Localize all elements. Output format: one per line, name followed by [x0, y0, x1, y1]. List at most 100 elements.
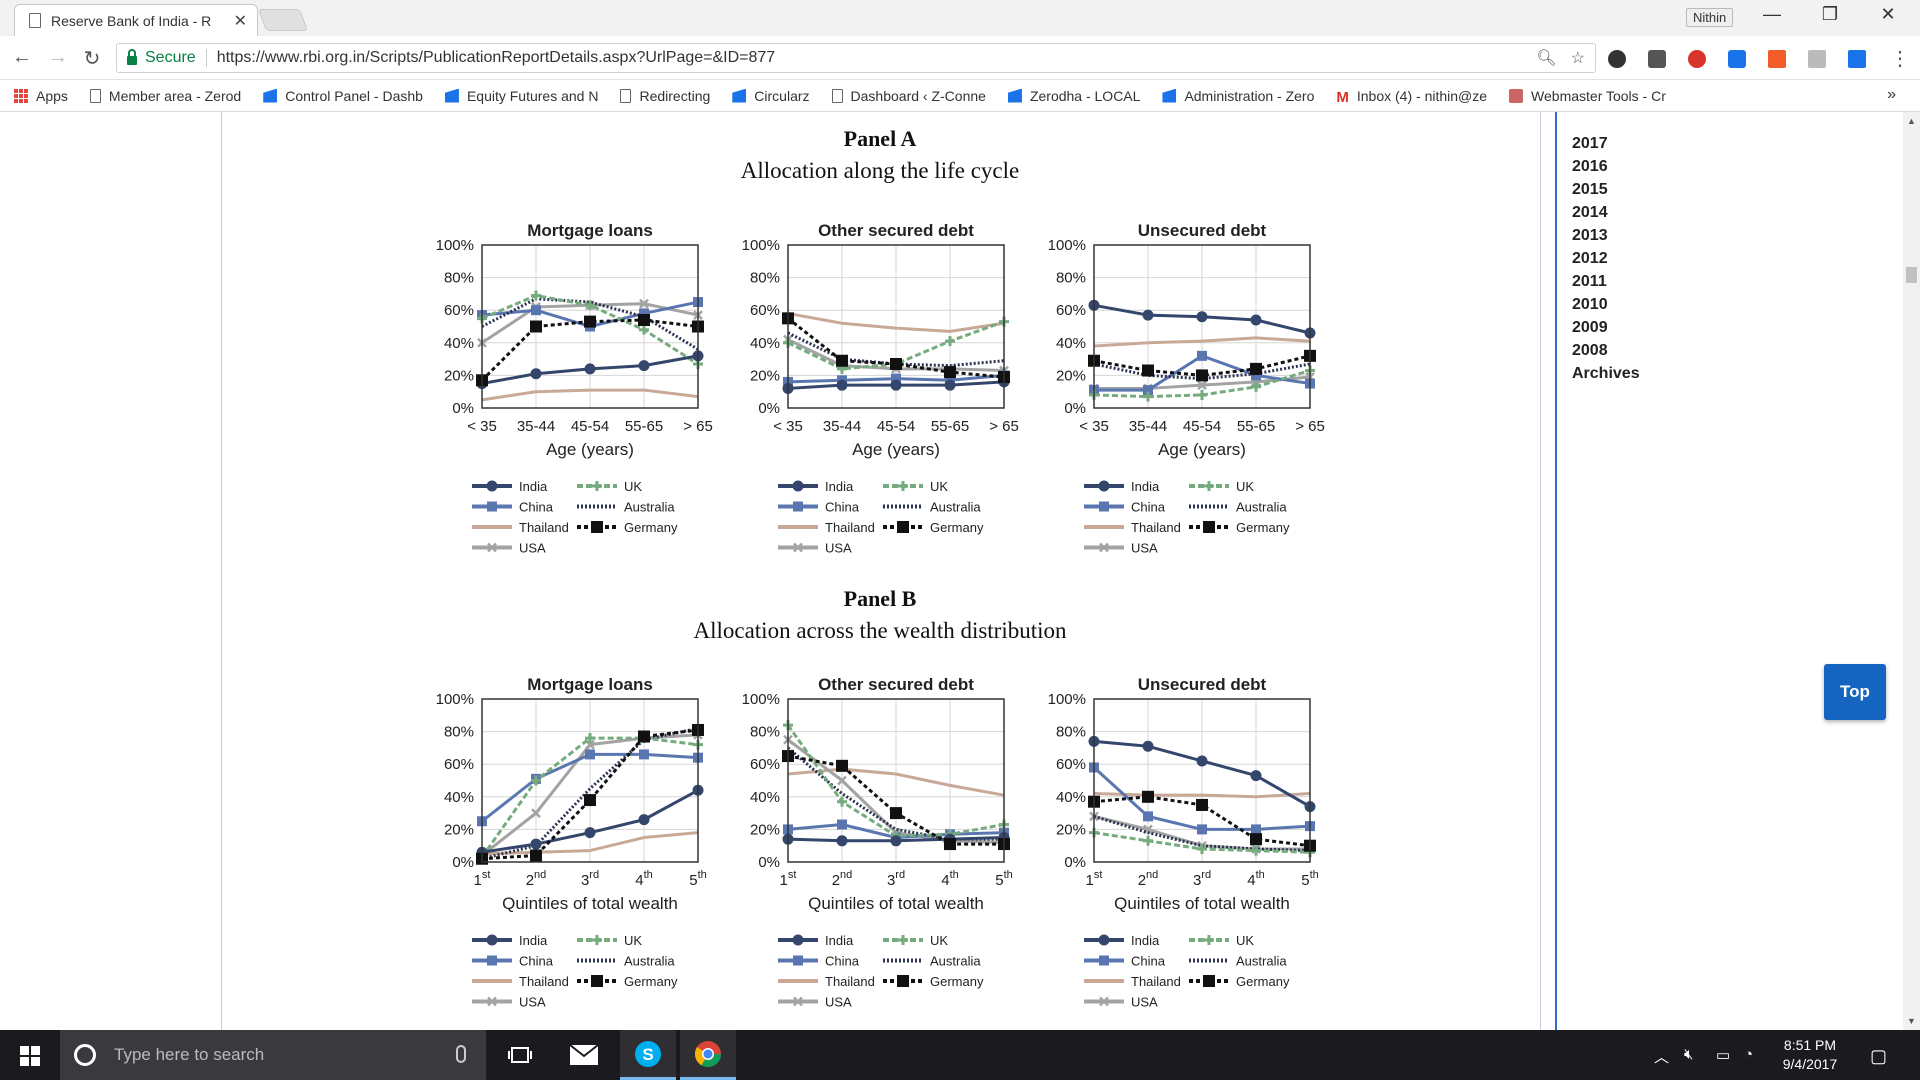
legend-usa-label: USA	[1131, 541, 1158, 556]
chart-title: Other secured debt	[818, 221, 974, 240]
bookmark-label: Redirecting	[639, 87, 711, 104]
legend-thailand-label: Thailand	[825, 520, 875, 535]
bookmark-star-icon[interactable]: ☆	[1570, 50, 1585, 67]
extension-p-icon[interactable]	[1728, 50, 1746, 68]
volume-muted-icon[interactable]: 🔇︎	[1684, 1046, 1694, 1063]
extension-shield-icon[interactable]	[1648, 50, 1666, 68]
taskbar-search[interactable]: Type here to search	[60, 1030, 486, 1080]
mail-icon[interactable]	[556, 1030, 612, 1080]
year-link[interactable]: 2014	[1572, 204, 1608, 221]
year-link[interactable]: 2011	[1572, 273, 1607, 290]
browser-tab-active[interactable]: Reserve Bank of India - R ✕	[14, 4, 258, 36]
forward-arrow-icon[interactable]: →	[48, 46, 68, 68]
legend-india-label: India	[519, 479, 548, 494]
plot-frame	[787, 244, 1005, 409]
series-germany-marker	[944, 366, 956, 379]
year-link[interactable]: 2012	[1572, 250, 1608, 267]
legend-india-marker	[792, 934, 804, 946]
x-axis-label: Age (years)	[852, 440, 940, 459]
bookmark-item[interactable]: Webmaster Tools - Cr	[1509, 88, 1666, 104]
series-china-marker	[585, 749, 595, 760]
reload-icon[interactable]: ↻	[83, 48, 101, 70]
adblock-icon[interactable]	[1688, 50, 1706, 68]
legend-australia-label: Australia	[624, 954, 675, 969]
extension-blue-icon[interactable]	[1848, 50, 1866, 68]
chrome-icon[interactable]	[680, 1030, 736, 1080]
bookmark-item[interactable]: Administration - Zero	[1162, 88, 1314, 104]
year-link[interactable]: 2008	[1572, 342, 1608, 359]
scrollbar-thumb[interactable]	[1906, 267, 1917, 283]
back-arrow-icon[interactable]: ←	[12, 46, 32, 68]
plot-frame	[1093, 698, 1311, 863]
bookmark-item[interactable]: Zerodha - LOCAL	[1007, 88, 1140, 104]
bookmark-item[interactable]: Circularz	[732, 88, 810, 104]
series-germany-marker	[638, 313, 650, 326]
year-link[interactable]: 2017	[1572, 135, 1608, 152]
legend-china-marker	[487, 501, 497, 512]
extension-grid-icon[interactable]	[1808, 50, 1826, 68]
panel-a-subtitle: Allocation along the life cycle	[740, 158, 1020, 183]
series-germany-marker	[836, 354, 848, 367]
bookmark-item[interactable]: M Inbox (4) - nithin@ze	[1336, 88, 1487, 106]
microphone-icon[interactable]	[456, 1045, 466, 1063]
windows-start-icon[interactable]	[20, 1046, 40, 1066]
battery-icon[interactable]: ▭	[1716, 1047, 1731, 1064]
legend-usa-marker	[487, 542, 497, 553]
task-view-icon[interactable]	[492, 1030, 548, 1080]
series-uk-marker	[1197, 843, 1207, 854]
scroll-down-icon[interactable]: ▼	[1907, 1016, 1916, 1026]
close-window-icon[interactable]: ✕	[1880, 4, 1896, 24]
profile-button[interactable]: Nithin	[1686, 8, 1734, 27]
year-link[interactable]: 2015	[1572, 181, 1608, 198]
bookmark-item[interactable]: Member area - Zerod	[89, 88, 241, 104]
year-link[interactable]: 2016	[1572, 158, 1608, 175]
legend-australia-label: Australia	[930, 954, 981, 969]
sidebar-divider	[1555, 112, 1557, 1030]
extension-dark-icon[interactable]	[1608, 50, 1626, 68]
series-uk-marker	[945, 336, 955, 347]
x-tick-label: 4th	[941, 869, 959, 889]
minimize-icon[interactable]: —	[1763, 4, 1781, 24]
series-germany-marker	[1250, 362, 1262, 375]
zoom-icon[interactable]: 🔍︎	[1536, 50, 1557, 67]
chart-title: Unsecured debt	[1138, 675, 1267, 694]
x-tick-label: 5th	[1301, 869, 1319, 889]
scroll-up-icon[interactable]: ▲	[1907, 116, 1916, 126]
series-germany-marker	[1196, 798, 1208, 811]
bookmark-item[interactable]: Apps	[14, 88, 68, 104]
extension-orange-icon[interactable]	[1768, 50, 1786, 68]
close-tab-icon[interactable]: ✕	[233, 12, 247, 30]
series-india-marker	[1250, 314, 1262, 326]
skype-icon[interactable]: S	[620, 1030, 676, 1080]
menu-dots-icon[interactable]: ⋮	[1890, 48, 1910, 70]
new-tab-button[interactable]	[257, 9, 309, 31]
wifi-icon[interactable]: ◔	[1744, 1046, 1754, 1063]
taskbar-clock[interactable]: 8:51 PM 9/4/2017	[1770, 1036, 1850, 1074]
chart-3: Unsecured debt 0% 20% 40% 60% 80% 100% < 35 35-4…	[1048, 221, 1325, 556]
tray-chevron-icon[interactable]: ︿	[1654, 1049, 1670, 1066]
x-tick-label: 4th	[1247, 869, 1265, 889]
bookmark-item[interactable]: Control Panel - Dashb	[263, 88, 423, 104]
x-tick-label: 55-65	[931, 418, 969, 435]
restore-icon[interactable]: ❐	[1821, 4, 1839, 24]
page-scrollbar[interactable]: ▲ ▼	[1903, 112, 1920, 1030]
bookmark-item[interactable]: Dashboard ‹ Z-Conne	[831, 88, 986, 104]
plot-frame	[1093, 244, 1311, 409]
year-link[interactable]: Archives	[1572, 365, 1640, 382]
address-bar[interactable]: Secure https://www.rbi.org.in/Scripts/Pu…	[116, 43, 1596, 73]
legend-australia-label: Australia	[1236, 500, 1287, 515]
bookmark-item[interactable]: Equity Futures and N	[444, 88, 598, 104]
series-india-marker	[1196, 311, 1208, 323]
clock-time: 8:51 PM	[1783, 1037, 1837, 1053]
series-uk-marker	[837, 796, 847, 807]
legend-usa-label: USA	[825, 995, 852, 1010]
year-link[interactable]: 2009	[1572, 319, 1608, 336]
year-link[interactable]: 2010	[1572, 296, 1608, 313]
url-text[interactable]: https://www.rbi.org.in/Scripts/Publicati…	[216, 49, 776, 66]
more-bookmarks-icon[interactable]: »	[1887, 86, 1896, 103]
notifications-icon[interactable]: ▢	[1870, 1046, 1888, 1066]
bookmark-label: Administration - Zero	[1184, 87, 1315, 104]
year-link[interactable]: 2013	[1572, 227, 1608, 244]
top-button[interactable]: Top	[1824, 664, 1886, 720]
bookmark-item[interactable]: Redirecting	[620, 88, 710, 104]
